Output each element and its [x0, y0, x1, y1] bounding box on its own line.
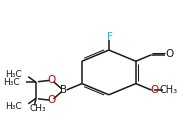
Text: O: O — [151, 86, 159, 95]
Text: O: O — [165, 49, 174, 59]
Text: H₃C: H₃C — [5, 102, 22, 111]
Text: O: O — [48, 95, 56, 105]
Text: B: B — [60, 85, 67, 95]
Text: CH₃: CH₃ — [160, 85, 178, 95]
Text: O: O — [48, 75, 56, 85]
Text: CH₃: CH₃ — [29, 104, 46, 113]
Text: H₃C: H₃C — [3, 78, 20, 87]
Text: F: F — [107, 32, 113, 42]
Text: H₃C: H₃C — [5, 70, 22, 79]
